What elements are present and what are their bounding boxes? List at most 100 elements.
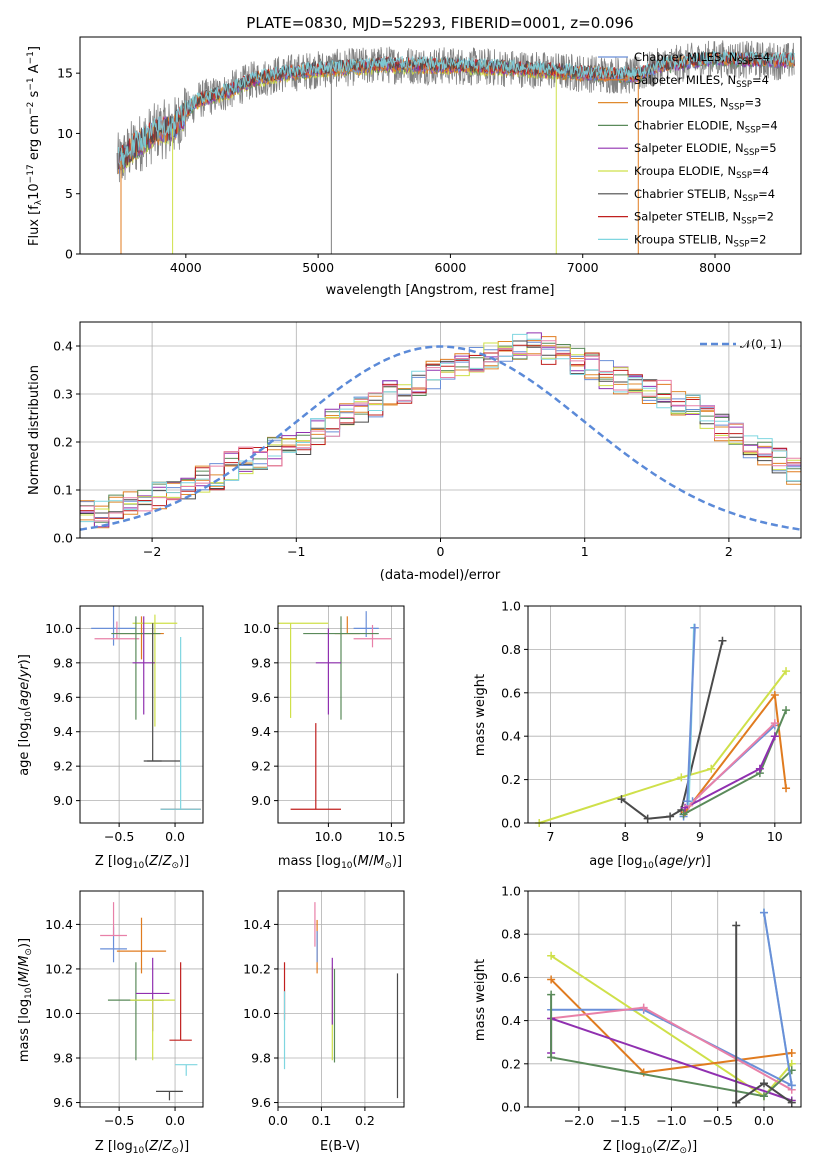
weight-vs-age-marker-chabrier_miles	[690, 623, 699, 632]
model-spectrum-chabrier_stelib	[117, 50, 795, 170]
weight-vs-z-ytick-label: 0.8	[501, 927, 521, 942]
weight-vs-z-marker-chabrier_stelib	[787, 1098, 796, 1107]
spectrum-title: PLATE=0830, MJD=52293, FIBERID=0001, z=0…	[246, 14, 633, 32]
residuals-ylabel: Normed distribution	[27, 365, 42, 495]
weight-vs-z-xtick-label: 0.0	[754, 1113, 774, 1128]
age-vs-mass-panel: 10.0 10.5 9.0 9.2 9.4 9.6 9.8 10.0 mass [log10(…	[243, 605, 405, 871]
weight-vs-age-ytick-label: 0.6	[501, 685, 521, 700]
weight-vs-age-axes: 7 8 9 10 0.0 0.2 0.4 0.6 0.8 1.0	[501, 599, 802, 844]
weight-vs-age-ylabel: mass weight	[473, 674, 488, 756]
mass-vs-z-axes: −0.5 0.0 9.6 9.8 10.0 10.2 10.4	[45, 890, 204, 1128]
weight-vs-z-series-chabrier_elodie	[550, 994, 793, 1098]
weight-vs-age-series-chabrier_miles	[686, 627, 696, 802]
age-vs-mass-ytick-label: 9.6	[251, 690, 271, 705]
weight-vs-age-xtick-label: 10	[767, 829, 783, 844]
weight-vs-z-marker-chabrier_stelib	[732, 921, 741, 930]
weight-vs-age-ytick-label: 0.2	[501, 772, 521, 787]
weight-vs-z-xtick-label: −2.0	[564, 1113, 594, 1128]
legend-label-kroupa_elodie: Kroupa ELODIE, NSSP=4	[634, 164, 769, 181]
age-vs-mass-data	[278, 611, 392, 810]
age-vs-z-ytick-label: 9.0	[53, 793, 73, 808]
mass-vs-z-panel: −0.5 0.0 9.6 9.8 10.0 10.2 10.4 Z [log10(Z/Z⊙)…	[17, 890, 204, 1156]
weight-vs-age-marker-chabrier_stelib	[617, 795, 626, 804]
spectrum-ytick-label: 5	[65, 186, 73, 201]
weight-vs-z-marker-chabrier_elodie	[759, 1092, 768, 1101]
weight-vs-z-marker-pink	[639, 1003, 648, 1012]
mass-vs-z-ylabel: mass [log10(M/M⊙)]	[17, 938, 34, 1062]
weight-vs-age-marker-salpeter_miles	[782, 784, 791, 793]
spectrum-ytick-label: 10	[57, 126, 73, 141]
age-vs-z-xtick-label: 0.0	[165, 829, 185, 844]
weight-vs-age-marker-chabrier_miles	[683, 797, 692, 806]
weight-vs-z-ylabel: mass weight	[473, 959, 488, 1041]
residuals-ytick-label: 0.4	[53, 339, 73, 354]
spectrum-frame	[79, 36, 802, 255]
weight-vs-z-ytick-label: 0.0	[501, 1100, 521, 1115]
legend-label-kroupa_miles: Kroupa MILES, NSSP=3	[634, 96, 761, 113]
mass-vs-ebv-ytick-label: 10.2	[243, 961, 271, 976]
residuals-xlabel: (data-model)/error	[380, 568, 501, 583]
mass-vs-z-data	[100, 902, 198, 1101]
legend-label-chabrier_miles: Chabrier MILES, NSSP=4	[634, 50, 770, 67]
age-vs-z-panel: −0.5 0.0 9.0 9.2 9.4 9.6 9.8 10.0 Z [log10(Z/Z⊙…	[17, 605, 204, 871]
weight-vs-z-frame	[527, 890, 802, 1108]
mass-vs-z-ytick-label: 9.6	[53, 1095, 73, 1110]
residuals-xtick-label: 1	[581, 544, 589, 559]
weight-vs-age-data	[535, 623, 791, 827]
age-vs-z-ylabel: age [log10(age/yr)]	[17, 654, 34, 776]
age-vs-mass-points	[278, 611, 392, 810]
age-vs-z-ytick-label: 9.8	[53, 655, 73, 670]
legend-label-salpeter_stelib: Salpeter STELIB, NSSP=2	[634, 210, 774, 227]
weight-vs-z-xtick-label: −0.5	[703, 1113, 733, 1128]
age-vs-z-ytick-label: 9.4	[53, 724, 73, 739]
mass-vs-ebv-ytick-label: 9.6	[251, 1095, 271, 1110]
weight-vs-z-ytick-label: 0.2	[501, 1056, 521, 1071]
age-vs-z-xtick-label: −0.5	[104, 829, 134, 844]
mass-vs-z-ytick-label: 10.2	[45, 961, 73, 976]
age-vs-mass-xtick-label: 10.5	[377, 829, 405, 844]
age-vs-z-frame	[79, 605, 204, 824]
spectrum-ylabel: Flux [fλ10−17 erg cm−2 s−1 A−1]	[26, 46, 44, 246]
spectrum-ytick-label: 0	[65, 247, 73, 262]
weight-vs-z-marker-salpeter_miles	[547, 975, 556, 984]
residuals-xtick-label: −2	[143, 544, 161, 559]
weight-vs-z-marker-chabrier_elodie	[547, 990, 556, 999]
legend-label-salpeter_elodie: Salpeter ELODIE, NSSP=5	[634, 141, 777, 158]
legend-label-salpeter_miles: Salpeter MILES, NSSP=4	[634, 73, 769, 90]
weight-vs-age-ytick-label: 1.0	[501, 599, 521, 614]
spectrum-legend: Chabrier MILES, NSSP=4 Salpeter MILES, NS…	[598, 50, 778, 249]
mass-vs-z-xtick-label: −0.5	[104, 1113, 134, 1128]
age-vs-z-ytick-label: 9.6	[53, 690, 73, 705]
weight-vs-age-marker-kroupa_elodie	[677, 773, 686, 782]
spectrum-axes: 4000 5000 6000 7000 8000 0 5 10 15	[57, 36, 802, 275]
weight-vs-age-series-kroupa_elodie	[538, 670, 787, 824]
normal-curve-line	[80, 345, 801, 531]
residuals-xtick-label: 2	[725, 544, 733, 559]
mass-vs-ebv-ytick-label: 10.4	[243, 917, 271, 932]
age-vs-z-axes: −0.5 0.0 9.0 9.2 9.4 9.6 9.8 10.0	[45, 605, 204, 844]
weight-vs-z-axes: −2.0 −1.5 −1.0 −0.5 0.0 0.0 0.2 0.4 0.6 0.8 1.0	[501, 884, 802, 1128]
age-vs-z-data	[91, 606, 201, 810]
age-vs-mass-frame	[277, 605, 405, 824]
weight-vs-z-marker-chabrier_elodie	[547, 1053, 556, 1062]
spectrum-xlabel: wavelength [Angstrom, rest frame]	[326, 283, 555, 298]
mass-vs-z-xlabel: Z [log10(Z/Z⊙)]	[95, 1139, 189, 1156]
legend-label-kroupa_stelib: Kroupa STELIB, NSSP=2	[634, 232, 766, 249]
residuals-panel: −2 −1 0 1 2 0.0 0.1 0.2 0.3 0.4 𝒩(0, 1) (data-mod…	[27, 321, 802, 583]
age-vs-mass-ytick-label: 9.8	[251, 655, 271, 670]
spectrum-xtick-label: 4000	[170, 260, 202, 275]
weight-vs-age-marker-salpeter_elodie	[755, 764, 764, 773]
weight-vs-z-panel: −2.0 −1.5 −1.0 −0.5 0.0 0.0 0.2 0.4 0.6 0.8 1.0 Z …	[473, 884, 802, 1156]
mass-vs-ebv-ytick-label: 10.0	[243, 1006, 271, 1021]
residuals-xtick-label: 0	[437, 544, 445, 559]
spectrum-data	[116, 40, 795, 254]
weight-vs-age-xtick-label: 8	[621, 829, 629, 844]
histogram-step-salpeter_miles	[80, 336, 801, 510]
mass-vs-ebv-points	[283, 902, 399, 1099]
spectrum-panel: PLATE=0830, MJD=52293, FIBERID=0001, z=0…	[26, 14, 802, 298]
weight-vs-age-marker-salpeter_miles	[770, 690, 779, 699]
weight-vs-age-marker-pink	[770, 719, 779, 728]
mass-vs-ebv-panel: 0.0 0.1 0.2 9.6 9.8 10.0 10.2 10.4 E(B-V)	[243, 890, 405, 1154]
mass-vs-z-ytick-label: 10.0	[45, 1006, 73, 1021]
